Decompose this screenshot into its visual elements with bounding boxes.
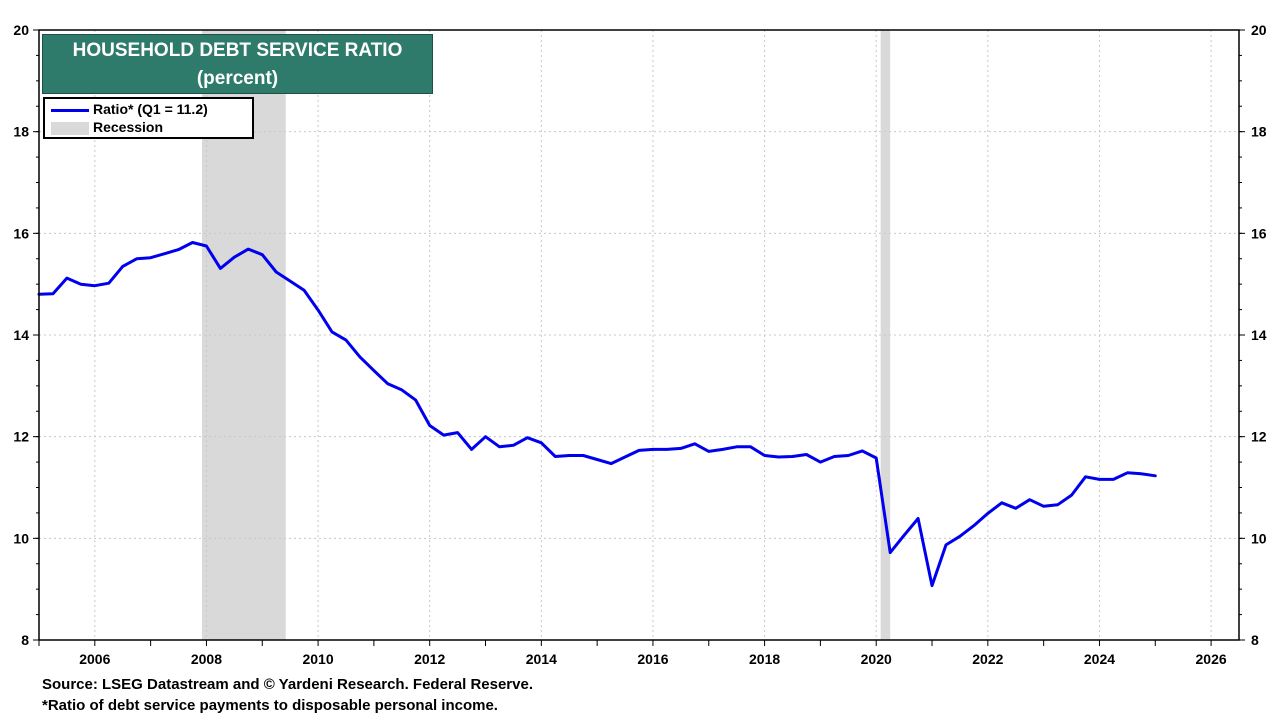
chart-subtitle: (percent) (196, 68, 279, 89)
series-line-ratio (37, 241, 1157, 588)
y-tick-label-left-4: 16 (13, 225, 29, 241)
x-tick-label-2: 2010 (302, 651, 333, 667)
y-tick-label-right-5: 18 (1251, 124, 1267, 140)
y-tick-label-left-6: 20 (13, 22, 29, 38)
y-tick-label-left-2: 12 (13, 429, 29, 445)
legend-item-ratio: Ratio* (Q1 = 11.2) (51, 100, 208, 118)
x-tick-label-8: 2022 (972, 651, 1003, 667)
legend: Ratio* (Q1 = 11.2) Recession (43, 97, 254, 139)
x-tick-label-6: 2018 (749, 651, 780, 667)
chart-title: HOUSEHOLD DEBT SERVICE RATIO (72, 40, 403, 61)
x-tick-label-9: 2024 (1084, 651, 1115, 667)
footnote: *Ratio of debt service payments to dispo… (42, 697, 498, 714)
y-tick-label-right-0: 8 (1251, 632, 1259, 648)
legend-item-recession: Recession (51, 118, 163, 136)
x-tick-label-4: 2014 (526, 651, 557, 667)
y-tick-label-left-3: 14 (13, 327, 29, 343)
legend-swatch-ratio (51, 108, 89, 112)
x-tick-label-5: 2016 (637, 651, 668, 667)
y-tick-label-left-0: 8 (21, 632, 29, 648)
y-tick-label-left-1: 10 (13, 530, 29, 546)
y-tick-label-right-1: 10 (1251, 530, 1267, 546)
y-tick-label-right-6: 20 (1251, 22, 1267, 38)
legend-swatch-recession (51, 121, 89, 135)
x-tick-label-0: 2006 (79, 651, 110, 667)
plot-frame (38, 29, 1240, 641)
y-tick-label-right-2: 12 (1251, 429, 1267, 445)
source-note: Source: LSEG Datastream and © Yardeni Re… (42, 676, 533, 693)
x-tick-label-10: 2026 (1196, 651, 1227, 667)
legend-label-ratio: Ratio* (Q1 = 11.2) (93, 101, 208, 117)
legend-label-recession: Recession (93, 119, 164, 135)
y-tick-label-right-4: 16 (1251, 225, 1267, 241)
x-tick-label-1: 2008 (191, 651, 222, 667)
x-tick-label-7: 2020 (861, 651, 892, 667)
x-tick-label-3: 2012 (414, 651, 445, 667)
series-layer (37, 241, 1157, 588)
chart-title-box: HOUSEHOLD DEBT SERVICE RATIO (percent) (42, 34, 433, 94)
y-tick-label-left-5: 18 (13, 124, 29, 140)
y-tick-label-right-3: 14 (1251, 327, 1267, 343)
